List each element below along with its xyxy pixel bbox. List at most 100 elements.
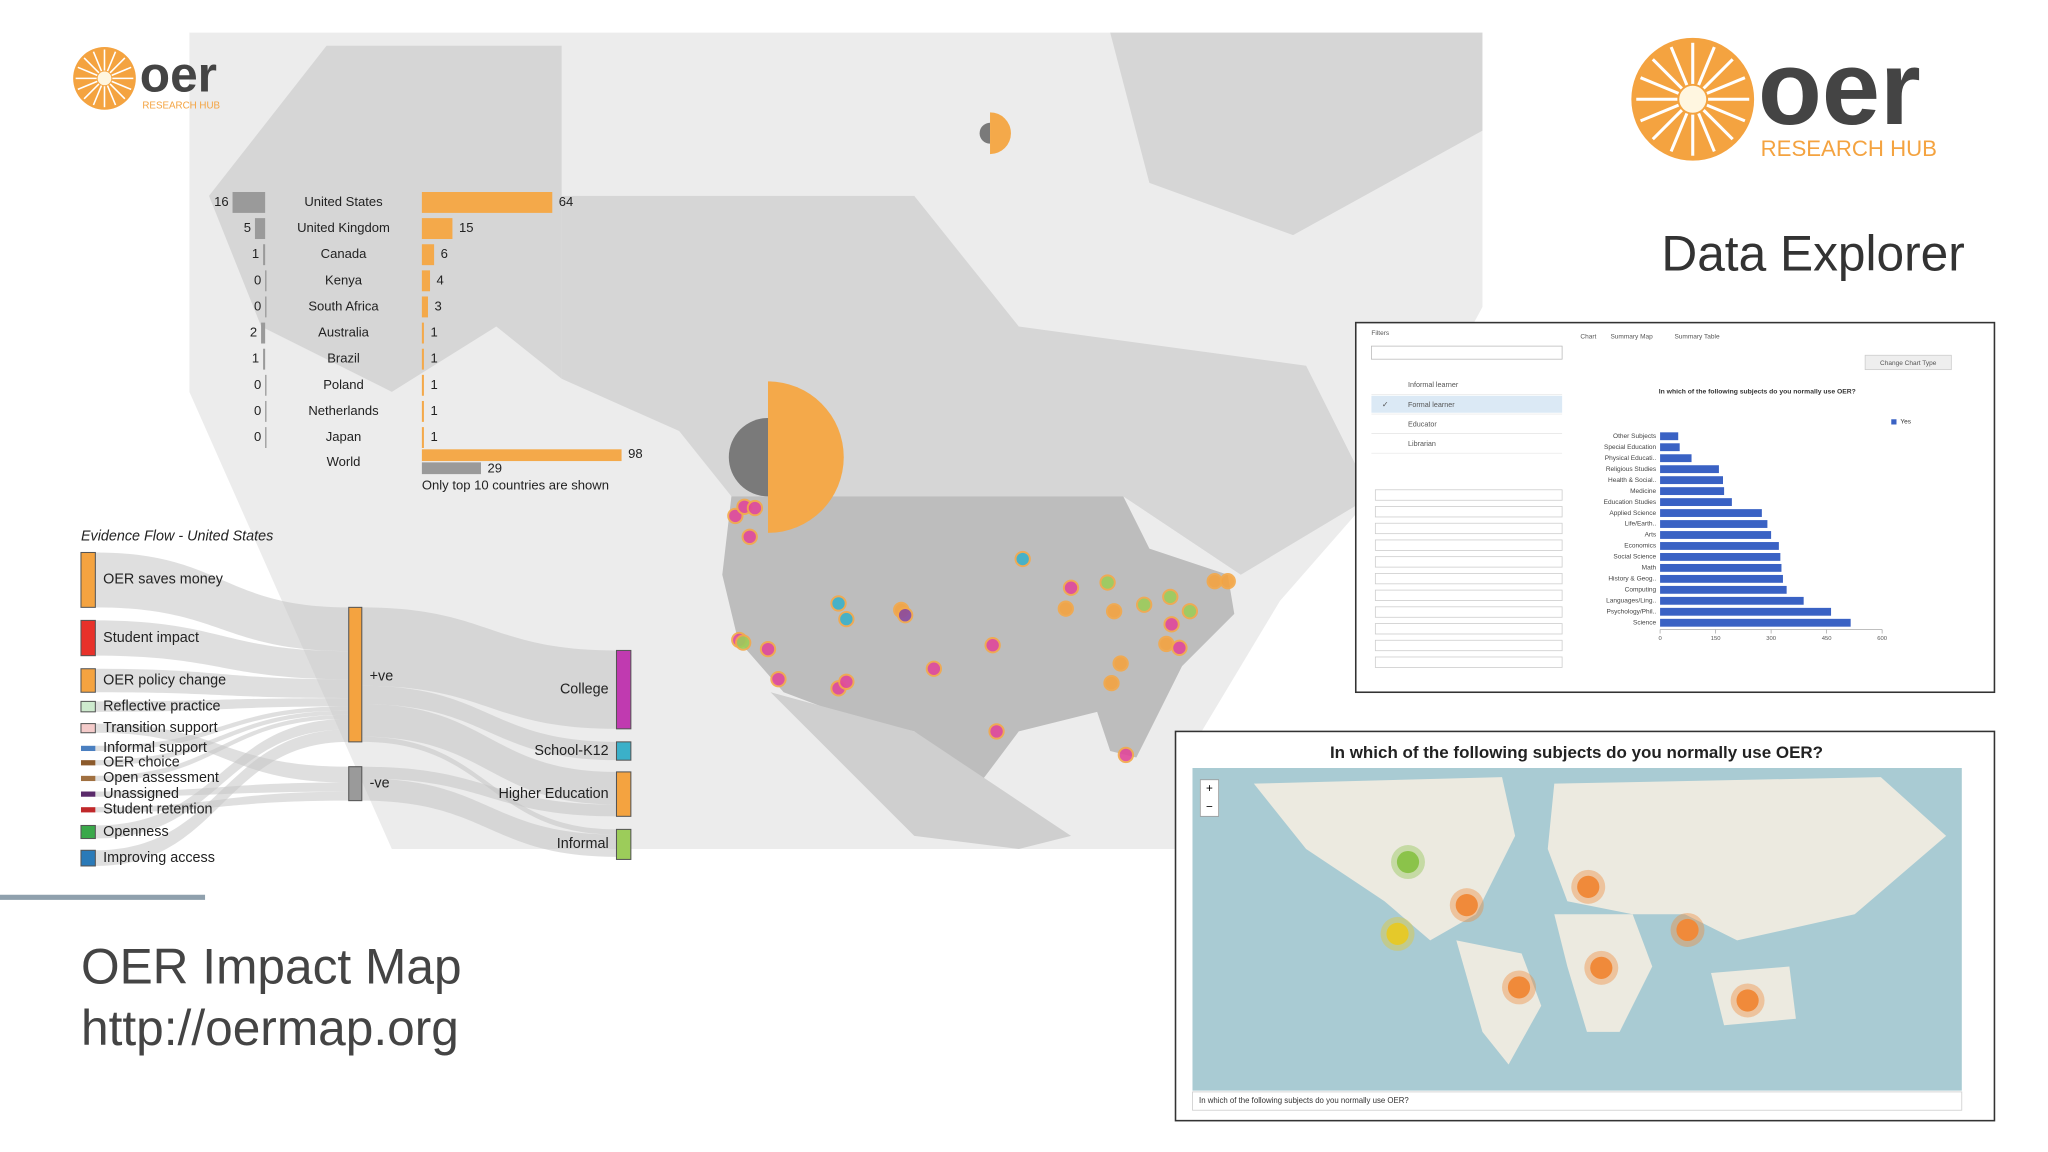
logo-core [97, 71, 112, 86]
chart-title: In which of the following subjects do yo… [1659, 389, 1856, 396]
value-label: 1 [430, 325, 437, 340]
value-label: 3 [435, 298, 442, 313]
value-label: 0 [254, 377, 261, 392]
land [1547, 777, 1947, 941]
tab[interactable]: Chart [1580, 334, 1596, 341]
option: Educator [1408, 420, 1437, 428]
category-label: Health & Social.. [1608, 477, 1656, 484]
value-label: 2 [250, 325, 257, 340]
logo-ray [1669, 46, 1689, 86]
value-label: 1 [430, 429, 437, 444]
flow [95, 620, 349, 680]
country-label: World [327, 454, 361, 469]
map-point [1014, 550, 1031, 568]
logo-ray [1651, 58, 1683, 90]
source-label: Student impact [103, 630, 199, 646]
map-point [896, 607, 914, 624]
logo-ray [83, 83, 100, 100]
bar [1660, 596, 1804, 605]
map-point [1163, 616, 1180, 633]
bar [1660, 443, 1680, 452]
zoom-out[interactable]: − [1206, 800, 1213, 813]
sector-node [615, 828, 632, 860]
filter-select [1374, 572, 1563, 585]
bar-left [263, 244, 266, 266]
zoom-control[interactable] [1199, 779, 1220, 817]
country-label: Kenya [325, 272, 363, 287]
sector-node [615, 649, 632, 730]
logo-small: oer RESEARCH HUB [73, 46, 221, 111]
bar [1660, 563, 1782, 572]
filter-select [1374, 623, 1563, 635]
logo-core [1679, 85, 1707, 113]
bar [1660, 498, 1732, 506]
flow [95, 729, 349, 866]
logo-sub: RESEARCH HUB [1761, 136, 1937, 161]
flow [95, 782, 349, 797]
button-label[interactable]: Change Chart Type [1880, 360, 1937, 367]
flow [95, 698, 349, 712]
category-label: Life/Earth.. [1625, 521, 1657, 528]
pie-gray [728, 417, 768, 497]
pie-orange-small [990, 112, 1011, 155]
value-label: 98 [628, 446, 643, 461]
outcome-node [348, 606, 363, 743]
cluster [1386, 922, 1409, 945]
query: In which of the following subjects do yo… [1199, 1096, 1409, 1105]
source-label: Improving access [103, 850, 215, 866]
value-label: 0 [254, 403, 261, 418]
logo-ray [83, 57, 100, 74]
tab[interactable]: Summary Map [1610, 334, 1653, 341]
value-label: 5 [244, 220, 251, 235]
logo-large: oer RESEARCH HUB [1631, 30, 1937, 161]
logo-text: oer [140, 46, 217, 102]
logo-ray [1669, 112, 1689, 153]
country-label: Brazil [327, 351, 360, 366]
source-node [80, 619, 96, 657]
value-label: 15 [459, 220, 474, 235]
bar [1660, 520, 1768, 528]
button[interactable] [1864, 354, 1952, 371]
sector-node [615, 741, 632, 761]
bar-left [254, 218, 266, 240]
source-node [80, 551, 96, 608]
map-point [759, 640, 777, 658]
logo-ray [77, 66, 98, 77]
source-label: Unassigned [103, 786, 179, 802]
query-box[interactable] [1192, 1091, 1963, 1111]
map-point [1219, 573, 1236, 590]
filter-select [1374, 539, 1563, 551]
filter-select [1374, 556, 1563, 568]
check: ✓ [1382, 400, 1389, 409]
cluster [1396, 850, 1420, 874]
map-point [1181, 603, 1199, 620]
flow [95, 718, 349, 839]
option: Formal learner [1408, 401, 1455, 409]
source-label: Reflective practice [103, 698, 220, 714]
bar [1660, 574, 1783, 583]
sector-label: Higher Education [498, 786, 608, 802]
value-label: 1 [430, 377, 437, 392]
outcome-label: +ve [370, 668, 394, 684]
bar-left [421, 462, 481, 475]
filter-select [1374, 606, 1563, 618]
zoom-in[interactable]: + [1206, 782, 1213, 795]
category-label: Arts [1645, 532, 1657, 539]
value-label: 64 [559, 194, 574, 209]
filter-select [1374, 506, 1563, 518]
bar-right [421, 322, 424, 344]
map-point [1117, 746, 1135, 764]
value-label: 29 [487, 460, 502, 475]
category-label: Applied Science [1609, 510, 1656, 517]
tab[interactable]: Summary Table [1674, 334, 1720, 341]
bar [1660, 531, 1772, 539]
select[interactable] [1371, 345, 1563, 360]
country-label: United Kingdom [297, 220, 390, 235]
category-label: Math [1642, 565, 1657, 572]
usa [722, 496, 1235, 784]
category-label: Computing [1625, 587, 1657, 594]
logo-sub: RESEARCH HUB [142, 100, 220, 111]
category-label: Psychology/Phil.. [1607, 609, 1657, 616]
bar-right [421, 449, 622, 462]
source-label: Informal support [103, 740, 207, 756]
